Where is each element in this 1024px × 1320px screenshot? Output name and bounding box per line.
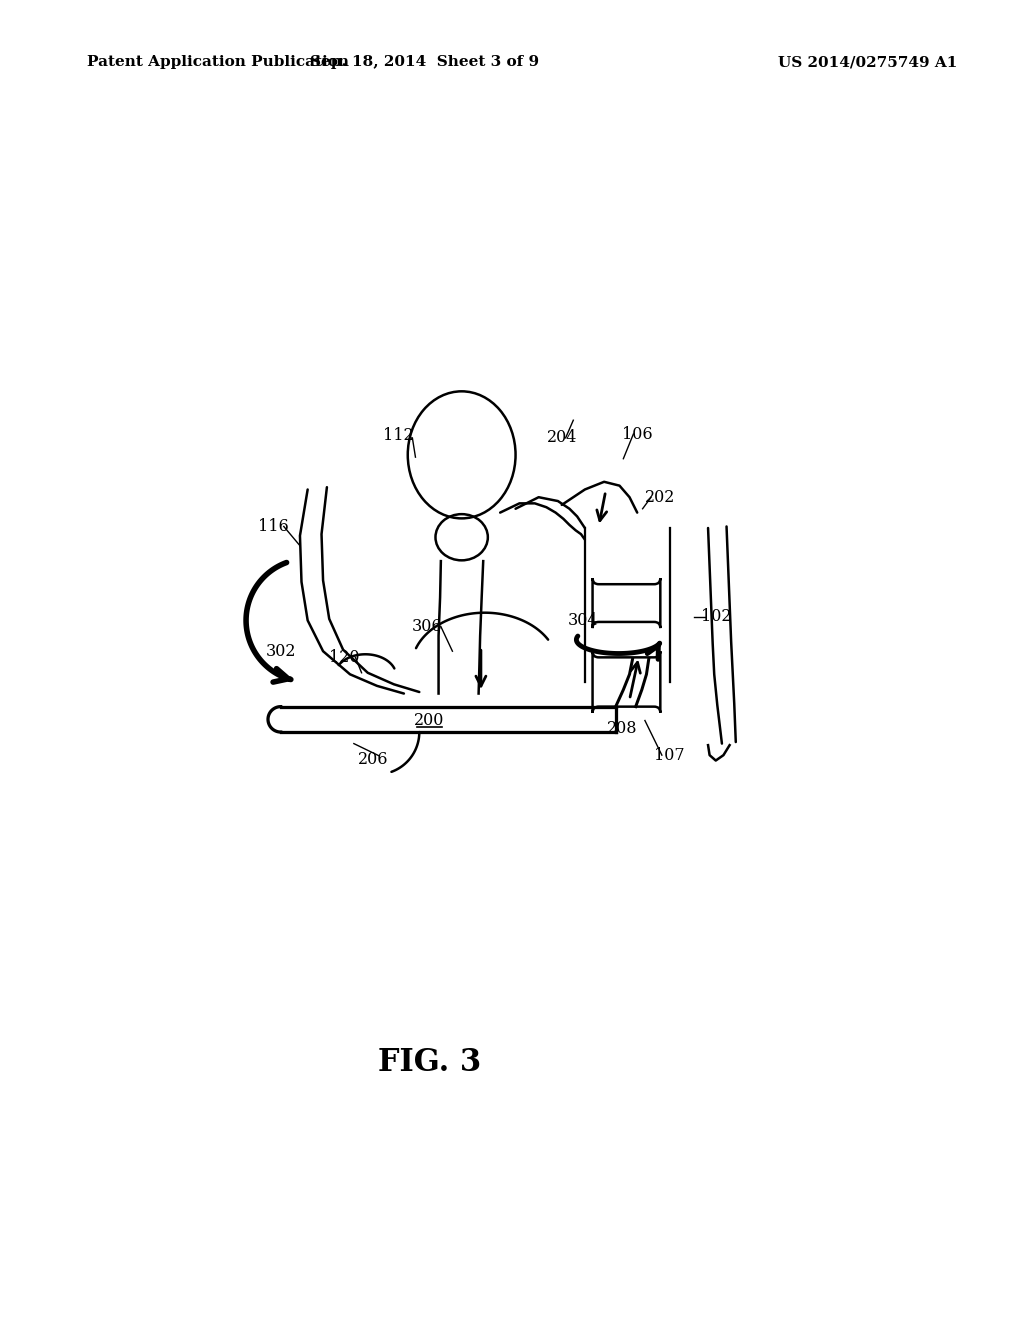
- Text: FIG. 3: FIG. 3: [379, 1047, 481, 1078]
- Text: 206: 206: [357, 751, 388, 767]
- Text: 204: 204: [547, 429, 577, 446]
- Text: 304: 304: [568, 612, 599, 628]
- Text: 120: 120: [330, 649, 359, 665]
- Text: 112: 112: [383, 428, 414, 444]
- Text: 116: 116: [258, 517, 289, 535]
- Text: 102: 102: [700, 609, 731, 626]
- Text: 200: 200: [414, 711, 444, 729]
- Text: Patent Application Publication: Patent Application Publication: [87, 55, 349, 70]
- Text: 202: 202: [645, 488, 676, 506]
- FancyBboxPatch shape: [593, 651, 660, 713]
- Text: 106: 106: [622, 425, 652, 442]
- Text: 208: 208: [606, 719, 637, 737]
- Text: 302: 302: [265, 643, 296, 660]
- Text: 107: 107: [654, 747, 685, 764]
- Text: 306: 306: [412, 618, 442, 635]
- FancyBboxPatch shape: [593, 578, 660, 628]
- Text: Sep. 18, 2014  Sheet 3 of 9: Sep. 18, 2014 Sheet 3 of 9: [310, 55, 540, 70]
- Text: US 2014/0275749 A1: US 2014/0275749 A1: [778, 55, 957, 70]
